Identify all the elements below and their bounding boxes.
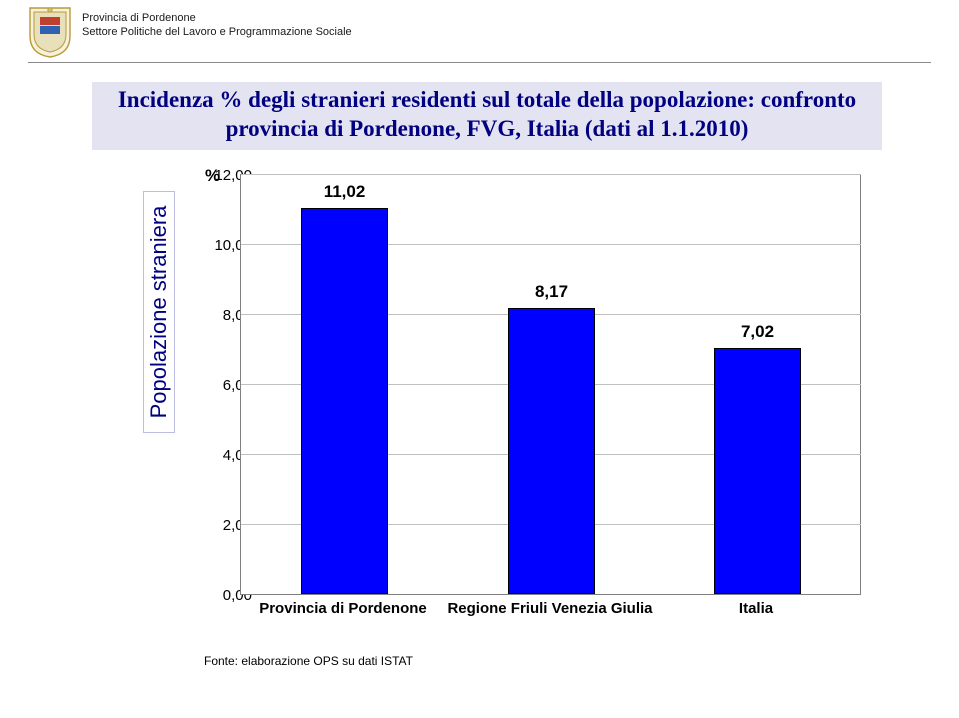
chart-title: Incidenza % degli stranieri residenti su… [92,86,882,144]
plot-region: 11,02 8,17 7,02 [240,174,861,595]
value-label: 8,17 [508,282,595,302]
y-axis-label: Popolazione straniera [146,206,171,419]
y-axis-label-box: Popolazione straniera [143,191,175,433]
bar-fvg [508,308,595,594]
value-label: 11,02 [301,182,388,202]
bar-pordenone [301,208,388,594]
x-category-label: Provincia di Pordenone [240,600,446,618]
x-category-label: Regione Friuli Venezia Giulia [447,600,653,618]
source-text: Fonte: elaborazione OPS su dati ISTAT [204,654,413,668]
crest-icon [28,6,72,58]
header-line1: Provincia di Pordenone [82,12,352,24]
page-root: Provincia di Pordenone Settore Politiche… [0,0,959,718]
bar-italia [714,348,801,594]
page-header: Provincia di Pordenone Settore Politiche… [28,6,352,58]
header-texts: Provincia di Pordenone Settore Politiche… [82,6,352,38]
x-category-label: Italia [653,600,859,618]
grid-line [241,174,861,175]
chart-title-band: Incidenza % degli stranieri residenti su… [92,82,882,150]
header-rule [28,62,931,63]
chart-area: % 0,00 2,00 4,00 6,00 8,00 10,00 12,00 1… [200,160,880,630]
value-label: 7,02 [714,322,801,342]
header-line2: Settore Politiche del Lavoro e Programma… [82,26,352,38]
